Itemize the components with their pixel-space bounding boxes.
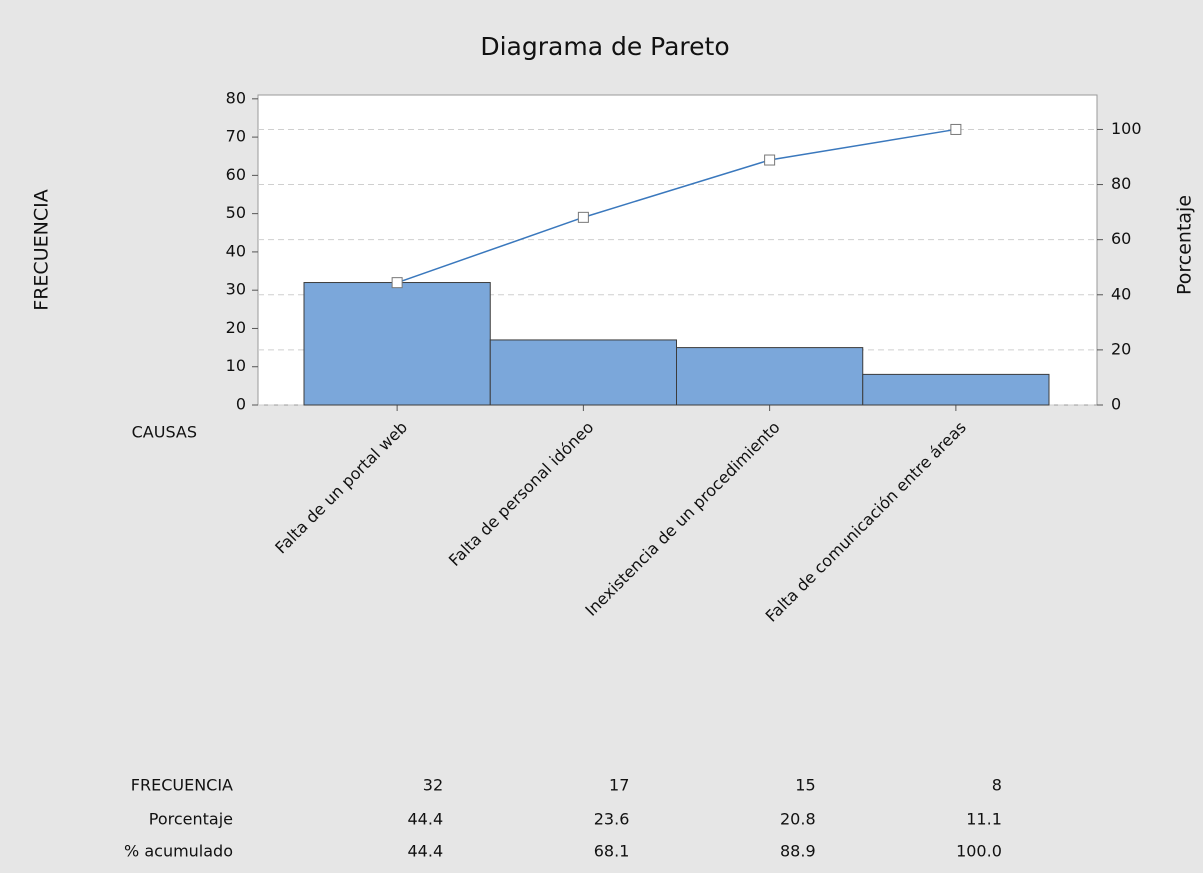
table-cell: 23.6 — [594, 810, 630, 829]
table-cell: 17 — [609, 776, 629, 795]
cumulative-marker — [764, 154, 776, 166]
y-tick-label: 20 — [226, 318, 246, 337]
table-cell: 11.1 — [966, 810, 1002, 829]
cumulative-marker — [950, 123, 962, 135]
y2-axis-label: Porcentaje — [1174, 195, 1196, 295]
y2-tick-label: 80 — [1111, 174, 1131, 193]
y-axis-label: FRECUENCIA — [31, 189, 53, 310]
y-tick-label: 50 — [226, 203, 246, 222]
table-cell: 100.0 — [956, 842, 1002, 861]
table-row-label: Porcentaje — [149, 810, 233, 829]
y-tick-label: 10 — [226, 356, 246, 375]
y-tick-label: 70 — [226, 127, 246, 146]
y2-tick-label: 40 — [1111, 284, 1131, 303]
y2-tick-label: 20 — [1111, 339, 1131, 358]
table-row-label: FRECUENCIA — [131, 776, 233, 795]
table-cell: 44.4 — [408, 810, 444, 829]
y2-tick-label: 100 — [1111, 119, 1142, 138]
table-row-label: % acumulado — [124, 842, 233, 861]
y-tick-label: 60 — [226, 165, 246, 184]
bar — [676, 347, 864, 406]
y2-tick-label: 60 — [1111, 229, 1131, 248]
table-cell: 44.4 — [408, 842, 444, 861]
cumulative-marker — [391, 277, 403, 289]
table-cell: 32 — [423, 776, 443, 795]
cumulative-line — [396, 128, 956, 284]
table-cell: 8 — [992, 776, 1002, 795]
table-cell: 88.9 — [780, 842, 816, 861]
cumulative-marker — [577, 211, 589, 223]
y-tick-label: 0 — [236, 395, 246, 414]
x-axis-label: CAUSAS — [132, 423, 197, 442]
bar — [862, 373, 1050, 406]
table-cell: 15 — [795, 776, 815, 795]
y-tick-label: 30 — [226, 280, 246, 299]
y-tick-label: 40 — [226, 241, 246, 260]
table-cell: 20.8 — [780, 810, 816, 829]
bar — [303, 282, 491, 406]
bar — [489, 339, 677, 406]
table-cell: 68.1 — [594, 842, 630, 861]
y-tick-label: 80 — [226, 88, 246, 107]
y2-tick-label: 0 — [1111, 395, 1121, 414]
chart-title: Diagrama de Pareto — [480, 32, 729, 61]
